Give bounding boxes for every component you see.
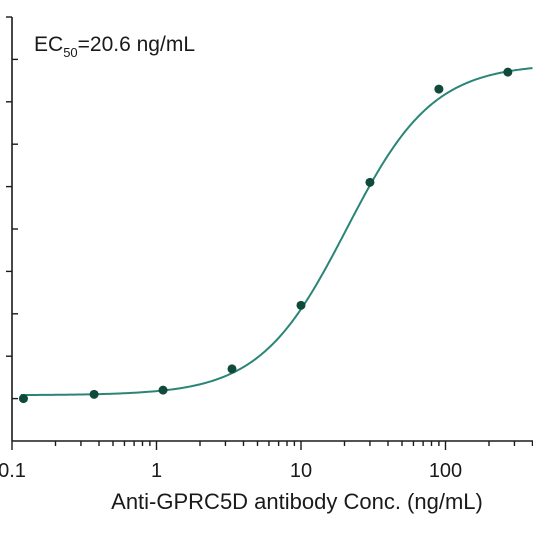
x-tick-label: 10 (290, 460, 312, 482)
ec50-value: =20.6 ng/mL (78, 33, 195, 56)
data-point (503, 67, 513, 77)
data-point (18, 394, 28, 404)
data-point (89, 389, 99, 399)
data-point (296, 300, 306, 310)
data-points (18, 67, 513, 404)
ec50-prefix: EC (34, 33, 63, 56)
ec50-subscript: 50 (63, 45, 77, 60)
data-point (434, 84, 444, 94)
data-point (365, 177, 375, 187)
x-axis-title: Anti-GPRC5D antibody Conc. (ng/mL) (111, 489, 483, 514)
x-tick-label: 1 (151, 460, 162, 482)
data-point (158, 385, 168, 395)
fit-curve (20, 67, 533, 397)
ec50-annotation: EC50=20.6 ng/mL (34, 33, 195, 60)
data-point (227, 364, 237, 374)
x-tick-label: 100 (429, 460, 462, 482)
x-axis: 0.1 1 10 100 (0, 440, 533, 482)
y-axis (6, 16, 18, 441)
x-tick-label: 0.1 (0, 460, 26, 482)
